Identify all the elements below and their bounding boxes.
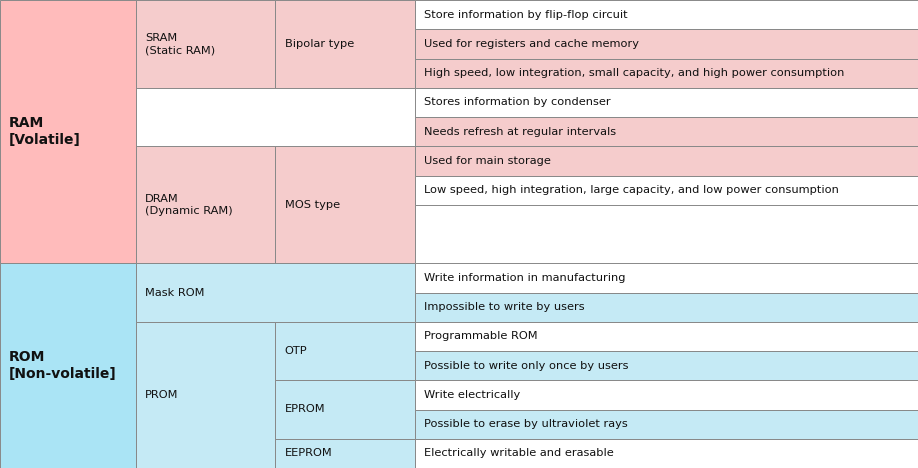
Text: Mask ROM: Mask ROM: [145, 287, 205, 298]
Bar: [275, 439, 415, 468]
Bar: [136, 0, 275, 88]
Text: Write electrically: Write electrically: [424, 390, 521, 400]
Bar: [275, 0, 415, 88]
Text: Low speed, high integration, large capacity, and low power consumption: Low speed, high integration, large capac…: [424, 185, 839, 195]
Bar: [415, 88, 918, 117]
Text: Used for registers and cache memory: Used for registers and cache memory: [424, 39, 639, 49]
Bar: [415, 351, 918, 380]
Text: SRAM
(Static RAM): SRAM (Static RAM): [145, 33, 215, 55]
Bar: [0, 0, 136, 263]
Text: ROM
[Non-volatile]: ROM [Non-volatile]: [9, 350, 117, 381]
Bar: [415, 439, 918, 468]
Text: MOS type: MOS type: [285, 200, 340, 210]
Text: Needs refresh at regular intervals: Needs refresh at regular intervals: [424, 127, 616, 137]
Text: High speed, low integration, small capacity, and high power consumption: High speed, low integration, small capac…: [424, 68, 845, 78]
Text: Write information in manufacturing: Write information in manufacturing: [424, 273, 625, 283]
Text: DRAM
(Dynamic RAM): DRAM (Dynamic RAM): [145, 194, 232, 216]
Text: Possible to erase by ultraviolet rays: Possible to erase by ultraviolet rays: [424, 419, 628, 429]
Text: Store information by flip-flop circuit: Store information by flip-flop circuit: [424, 10, 628, 20]
Text: Programmable ROM: Programmable ROM: [424, 331, 538, 341]
Bar: [415, 0, 918, 29]
Text: Bipolar type: Bipolar type: [285, 39, 353, 49]
Text: Electrically writable and erasable: Electrically writable and erasable: [424, 448, 614, 458]
Text: Possible to write only once by users: Possible to write only once by users: [424, 361, 629, 371]
Bar: [415, 410, 918, 439]
Bar: [415, 322, 918, 351]
Bar: [275, 146, 415, 263]
Bar: [275, 322, 415, 380]
Bar: [275, 380, 415, 439]
Bar: [136, 322, 275, 468]
Text: Impossible to write by users: Impossible to write by users: [424, 302, 585, 312]
Text: EPROM: EPROM: [285, 404, 325, 415]
Bar: [415, 29, 918, 58]
Bar: [415, 58, 918, 88]
Bar: [136, 263, 415, 322]
Bar: [415, 380, 918, 410]
Text: EEPROM: EEPROM: [285, 448, 332, 458]
Text: Used for main storage: Used for main storage: [424, 156, 551, 166]
Text: Stores information by condenser: Stores information by condenser: [424, 97, 610, 107]
Bar: [415, 263, 918, 292]
Text: RAM
[Volatile]: RAM [Volatile]: [9, 116, 81, 147]
Bar: [415, 117, 918, 146]
Bar: [0, 263, 136, 468]
Text: PROM: PROM: [145, 390, 178, 400]
Bar: [415, 176, 918, 205]
Text: OTP: OTP: [285, 346, 308, 356]
Bar: [136, 146, 275, 263]
Bar: [415, 146, 918, 176]
Bar: [415, 292, 918, 322]
